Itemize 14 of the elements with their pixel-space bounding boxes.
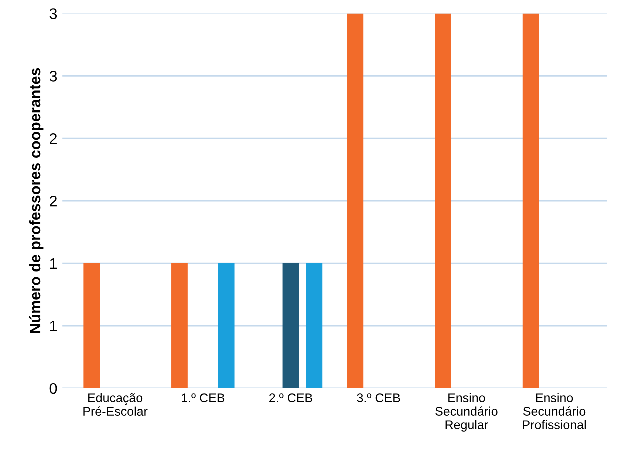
- x-tick-label: Ensino Secundário Profissional: [523, 393, 586, 430]
- x-tick-label: Educação Pré-Escolar: [84, 393, 148, 416]
- y-tick-label: 0: [50, 383, 58, 394]
- x-tick-label: Ensino Secundário Regular: [436, 393, 498, 432]
- y-tick-label: 1: [50, 321, 57, 332]
- y-tick-label: 2: [50, 196, 57, 207]
- y-tick-label: 1: [50, 258, 57, 270]
- y-tick-label: 3: [50, 71, 58, 82]
- y-tick-label: 2: [50, 133, 57, 144]
- y-axis-title: Número de professores cooperantes: [29, 68, 44, 334]
- y-tick-label: 3: [50, 8, 58, 20]
- x-tick-label: 3.º CEB: [357, 394, 400, 402]
- x-tick-label: 1.º CEB: [182, 394, 225, 402]
- x-tick-label: 2.º CEB: [270, 394, 312, 402]
